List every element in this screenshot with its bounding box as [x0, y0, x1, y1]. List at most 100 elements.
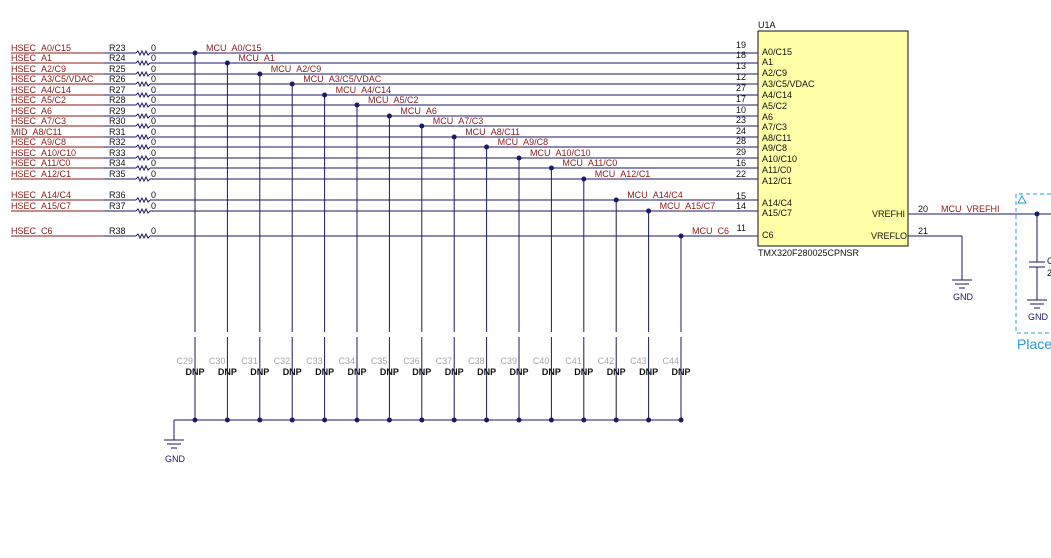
- cap-value: DNP: [347, 367, 366, 377]
- mcu-net-label: MCU_A2/C9: [271, 64, 322, 74]
- mcu-net-label: MCU_A9/C8: [498, 137, 549, 147]
- signal-row: HSEC_A1 R24 0 MCU_A1 18 A1: [11, 50, 773, 67]
- resistor-value: 0: [151, 148, 156, 158]
- resistor-value: 0: [151, 95, 156, 105]
- cap-right-ref: C: [1047, 256, 1051, 266]
- resistor-value: 0: [151, 226, 156, 236]
- ic-pin-number: 27: [736, 83, 746, 93]
- resistor-value: 0: [151, 169, 156, 179]
- mcu-net-label: MCU_A1: [238, 53, 275, 63]
- signal-row: HSEC_A12/C1 R35 0 MCU_A12/C1 22 A12/C1: [11, 169, 792, 186]
- hsec-net-label: HSEC_A15/C7: [11, 201, 71, 211]
- resistor-zigzag: [135, 164, 151, 172]
- resistor-zigzag: [135, 154, 151, 162]
- ground-symbol-vreflo: [952, 279, 972, 289]
- gnd-label-vreflo: GND: [953, 292, 974, 302]
- resistor-zigzag: [135, 80, 151, 88]
- cap-ref: C39: [500, 356, 517, 366]
- signal-row: HSEC_A4/C14 R27 0 MCU_A4/C14 27 A4/C14: [11, 83, 792, 100]
- resistor-zigzag: [135, 49, 151, 57]
- signal-row: HSEC_A7/C3 R30 0 MCU_A7/C3 23 A7/C3: [11, 115, 787, 132]
- signal-row: HSEC_A9/C8 R32 0 MCU_A9/C8 28 A9/C8: [11, 136, 787, 153]
- cap-ref: C37: [436, 356, 453, 366]
- ic-pin-name: A5/C2: [762, 101, 787, 111]
- vreflo-pin-name: VREFLO: [871, 231, 907, 241]
- mcu-net-label: MCU_A6: [400, 106, 437, 116]
- hsec-net-label: HSEC_A1: [11, 53, 52, 63]
- mcu-net-label: MCU_C6: [692, 226, 729, 236]
- signal-row: MID_A8/C11 R31 0 MCU_A8/C11 24 A8/C11: [11, 126, 791, 143]
- ic-pin-name: A1: [762, 57, 773, 67]
- vrefhi-net-label: MCU_VREFHI: [941, 204, 1000, 214]
- resistor-zigzag: [135, 196, 151, 204]
- ic-pin-name: A10/C10: [762, 154, 797, 164]
- resistor-zigzag: [135, 112, 151, 120]
- ic-pin-number: 12: [736, 72, 746, 82]
- cap-ref: C36: [403, 356, 420, 366]
- signal-row: HSEC_A11/C0 R34 0 MCU_A11/C0 16 A11/C0: [11, 158, 791, 175]
- cap-ref: C38: [468, 356, 485, 366]
- ic-pin-number: 24: [736, 126, 746, 136]
- signal-row: HSEC_A6 R29 0 MCU_A6 10 A6: [11, 105, 773, 122]
- hsec-net-label: HSEC_A5/C2: [11, 95, 66, 105]
- ic-pin-name: A3/C5/VDAC: [762, 79, 815, 89]
- resistor-ref: R38: [109, 226, 126, 236]
- mcu-net-label: MCU_A10/C10: [530, 148, 591, 158]
- resistor-value: 0: [151, 158, 156, 168]
- ground-symbol-right: [1027, 299, 1047, 309]
- cap-ref: C32: [274, 356, 291, 366]
- mcu-net-label: MCU_A4/C14: [336, 85, 392, 95]
- signal-row: HSEC_A10/C10 R33 0 MCU_A10/C10 29 A10/C10: [11, 147, 797, 164]
- ic-pin-name: A14/C4: [762, 198, 792, 208]
- cap-right-value: 2: [1047, 268, 1051, 278]
- cap-value: DNP: [639, 367, 658, 377]
- resistor-ref: R37: [109, 201, 126, 211]
- hsec-net-label: HSEC_A2/C9: [11, 64, 66, 74]
- resistor-value: 0: [151, 64, 156, 74]
- mcu-net-label: MCU_A8/C11: [465, 127, 520, 137]
- mcu-net-label: MCU_A14/C4: [627, 190, 683, 200]
- resistor-value: 0: [151, 116, 156, 126]
- ic-pin-number: 29: [736, 147, 746, 157]
- mcu-net-label: MCU_A15/C7: [660, 201, 716, 211]
- placement-box: [1015, 193, 1051, 334]
- ic-pin-number: 14: [736, 201, 746, 211]
- mcu-net-label: MCU_A0/C15: [206, 43, 262, 53]
- resistor-zigzag: [135, 91, 151, 99]
- hsec-net-label: HSEC_A12/C1: [11, 169, 71, 179]
- signal-row: HSEC_A2/C9 R25 0 MCU_A2/C9 13 A2/C9: [11, 61, 787, 78]
- resistor-ref: R34: [109, 158, 126, 168]
- ic-part-label: TMX320F280025CPNSR: [758, 248, 860, 258]
- resistor-ref: R31: [109, 127, 126, 137]
- signal-row: HSEC_A3/C5/VDAC R26 0 MCU_A3/C5/VDAC 12 A3/C5…: [11, 72, 815, 89]
- ic-pin-number: 17: [736, 94, 746, 104]
- ic-pin-name: A4/C14: [762, 90, 792, 100]
- resistor-ref: R33: [109, 148, 126, 158]
- ic-pin-number: 15: [736, 191, 746, 201]
- cap-ref: C40: [533, 356, 550, 366]
- cap-value: DNP: [185, 367, 204, 377]
- vrefhi-pin-name: VREFHI: [872, 209, 905, 219]
- mcu-net-label: MCU_A3/C5/VDAC: [303, 74, 382, 84]
- ic-pin-number: 18: [736, 50, 746, 60]
- resistor-zigzag: [135, 59, 151, 67]
- resistor-value: 0: [151, 85, 156, 95]
- cap-value: DNP: [315, 367, 334, 377]
- cap-ref: C30: [209, 356, 226, 366]
- ic-ref-label: U1A: [758, 20, 776, 30]
- ground-symbol-left: [164, 439, 184, 449]
- placement-note: Place: [1017, 336, 1051, 352]
- hsec-net-label: HSEC_A7/C3: [11, 116, 66, 126]
- resistor-value: 0: [151, 43, 156, 53]
- resistor-zigzag: [135, 232, 151, 240]
- cap-value: DNP: [250, 367, 269, 377]
